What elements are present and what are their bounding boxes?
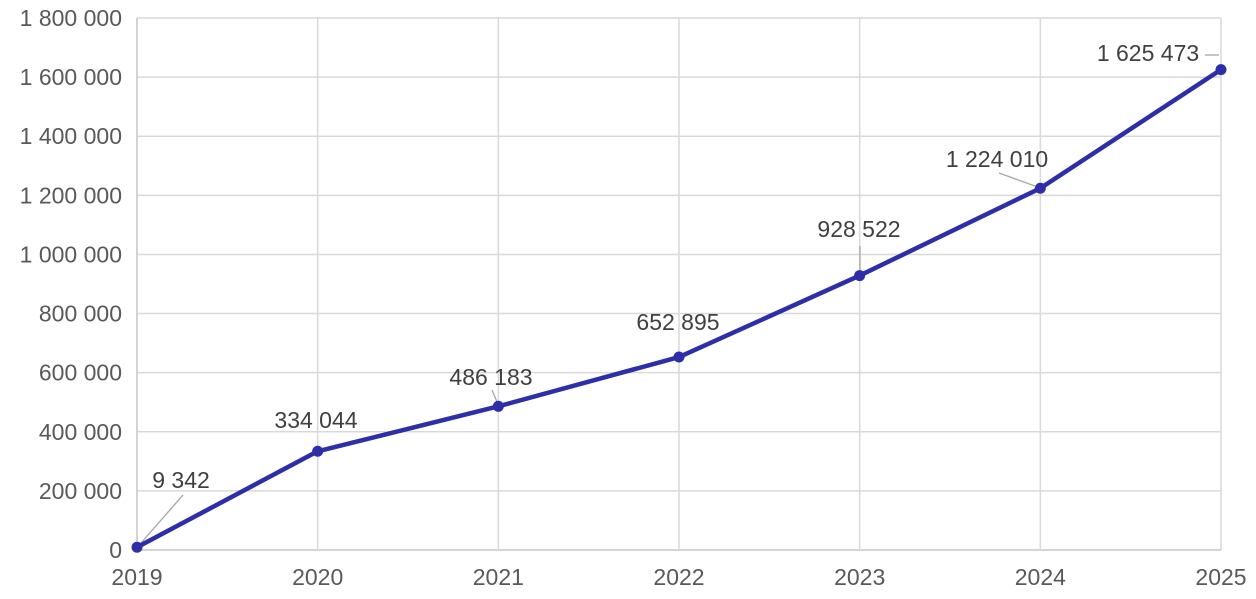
x-tick-label: 2021 bbox=[473, 564, 524, 590]
data-label: 486 183 bbox=[449, 364, 532, 390]
leader-line bbox=[998, 172, 1036, 187]
data-point bbox=[673, 351, 685, 363]
x-tick-label: 2022 bbox=[653, 564, 704, 590]
leader-line bbox=[491, 389, 498, 403]
data-point bbox=[1215, 64, 1227, 76]
data-label: 928 522 bbox=[817, 216, 900, 242]
data-label: 1 224 010 bbox=[946, 146, 1048, 172]
data-label: 1 625 473 bbox=[1097, 40, 1199, 66]
x-tick-label: 2023 bbox=[834, 564, 885, 590]
y-tick-label: 1 600 000 bbox=[20, 64, 122, 90]
y-tick-label: 1 000 000 bbox=[20, 241, 122, 267]
data-point bbox=[312, 445, 324, 457]
x-tick-label: 2025 bbox=[1195, 564, 1246, 590]
data-point bbox=[1034, 182, 1046, 194]
y-tick-label: 200 000 bbox=[39, 478, 122, 504]
y-tick-label: 1 400 000 bbox=[20, 123, 122, 149]
data-label: 652 895 bbox=[636, 309, 719, 335]
leader-line bbox=[140, 494, 184, 544]
y-tick-label: 800 000 bbox=[39, 301, 122, 327]
x-tick-label: 2020 bbox=[292, 564, 343, 590]
y-tick-label: 400 000 bbox=[39, 419, 122, 445]
data-label: 9 342 bbox=[152, 467, 210, 493]
data-point bbox=[492, 400, 504, 412]
data-point bbox=[854, 270, 866, 282]
x-tick-label: 2019 bbox=[111, 564, 162, 590]
y-tick-label: 1 200 000 bbox=[20, 182, 122, 208]
y-tick-label: 1 800 000 bbox=[20, 5, 122, 31]
y-tick-label: 0 bbox=[109, 537, 122, 563]
x-tick-label: 2024 bbox=[1015, 564, 1066, 590]
y-tick-label: 600 000 bbox=[39, 360, 122, 386]
data-point bbox=[131, 541, 143, 553]
data-label: 334 044 bbox=[274, 407, 357, 433]
